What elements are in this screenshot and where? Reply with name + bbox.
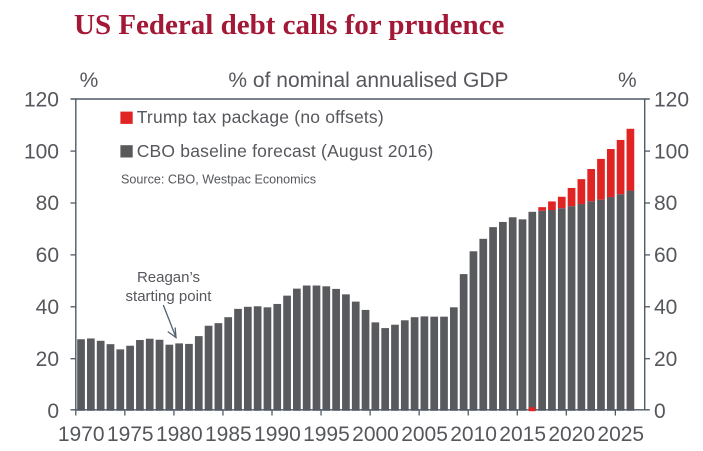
- svg-text:2005: 2005: [401, 423, 448, 446]
- svg-text:%: %: [618, 69, 637, 92]
- svg-text:2000: 2000: [352, 423, 399, 446]
- svg-text:%: %: [80, 69, 99, 92]
- svg-text:100: 100: [24, 140, 59, 163]
- svg-text:Trump tax package (no offsets): Trump tax package (no offsets): [137, 107, 384, 127]
- svg-text:1985: 1985: [205, 423, 252, 446]
- svg-text:Reagan’s: Reagan’s: [137, 269, 200, 286]
- svg-text:1995: 1995: [303, 423, 350, 446]
- svg-text:2010: 2010: [450, 423, 497, 446]
- svg-text:1990: 1990: [254, 423, 301, 446]
- svg-text:2015: 2015: [499, 423, 546, 446]
- svg-text:1975: 1975: [107, 423, 154, 446]
- svg-text:% of nominal annualised GDP: % of nominal annualised GDP: [228, 69, 508, 92]
- svg-text:80: 80: [36, 192, 59, 215]
- svg-text:120: 120: [24, 88, 59, 111]
- svg-text:100: 100: [654, 140, 689, 163]
- svg-text:20: 20: [654, 348, 677, 371]
- svg-text:2020: 2020: [548, 423, 595, 446]
- svg-text:starting point: starting point: [126, 288, 213, 305]
- svg-text:1970: 1970: [58, 423, 105, 446]
- svg-text:80: 80: [654, 192, 677, 215]
- svg-text:60: 60: [654, 244, 677, 267]
- svg-text:40: 40: [36, 296, 59, 319]
- svg-text:20: 20: [36, 348, 59, 371]
- svg-text:2025: 2025: [597, 423, 644, 446]
- svg-text:Source: CBO, Westpac Economics: Source: CBO, Westpac Economics: [121, 172, 316, 186]
- svg-text:0: 0: [654, 400, 666, 423]
- svg-text:CBO baseline forecast (August: CBO baseline forecast (August 2016): [137, 141, 434, 161]
- svg-text:0: 0: [47, 400, 59, 423]
- svg-text:60: 60: [36, 244, 59, 267]
- svg-text:1980: 1980: [156, 423, 203, 446]
- svg-text:US Federal debt calls for prud: US Federal debt calls for prudence: [74, 9, 505, 41]
- svg-text:120: 120: [654, 88, 689, 111]
- svg-text:40: 40: [654, 296, 677, 319]
